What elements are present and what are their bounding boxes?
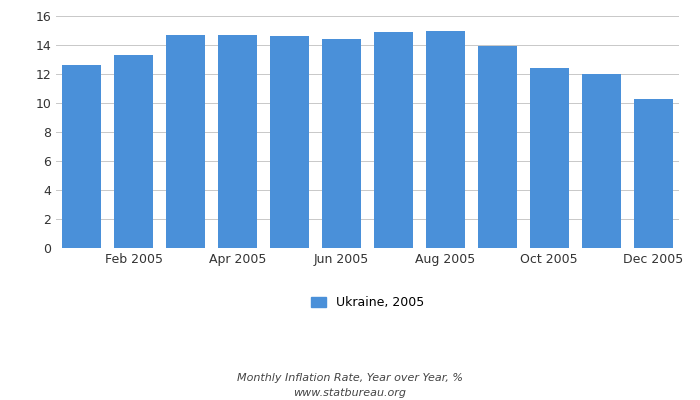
Legend: Ukraine, 2005: Ukraine, 2005 bbox=[311, 296, 424, 309]
Bar bbox=[322, 39, 361, 248]
Bar bbox=[374, 32, 413, 248]
Bar bbox=[167, 35, 205, 248]
Bar bbox=[114, 55, 153, 248]
Bar bbox=[582, 74, 621, 248]
Text: Monthly Inflation Rate, Year over Year, %: Monthly Inflation Rate, Year over Year, … bbox=[237, 373, 463, 383]
Bar bbox=[62, 65, 102, 248]
Bar bbox=[478, 46, 517, 248]
Text: www.statbureau.org: www.statbureau.org bbox=[293, 388, 407, 398]
Bar bbox=[530, 68, 568, 248]
Bar bbox=[218, 35, 257, 248]
Bar bbox=[426, 30, 465, 248]
Bar bbox=[634, 99, 673, 248]
Bar bbox=[270, 36, 309, 248]
